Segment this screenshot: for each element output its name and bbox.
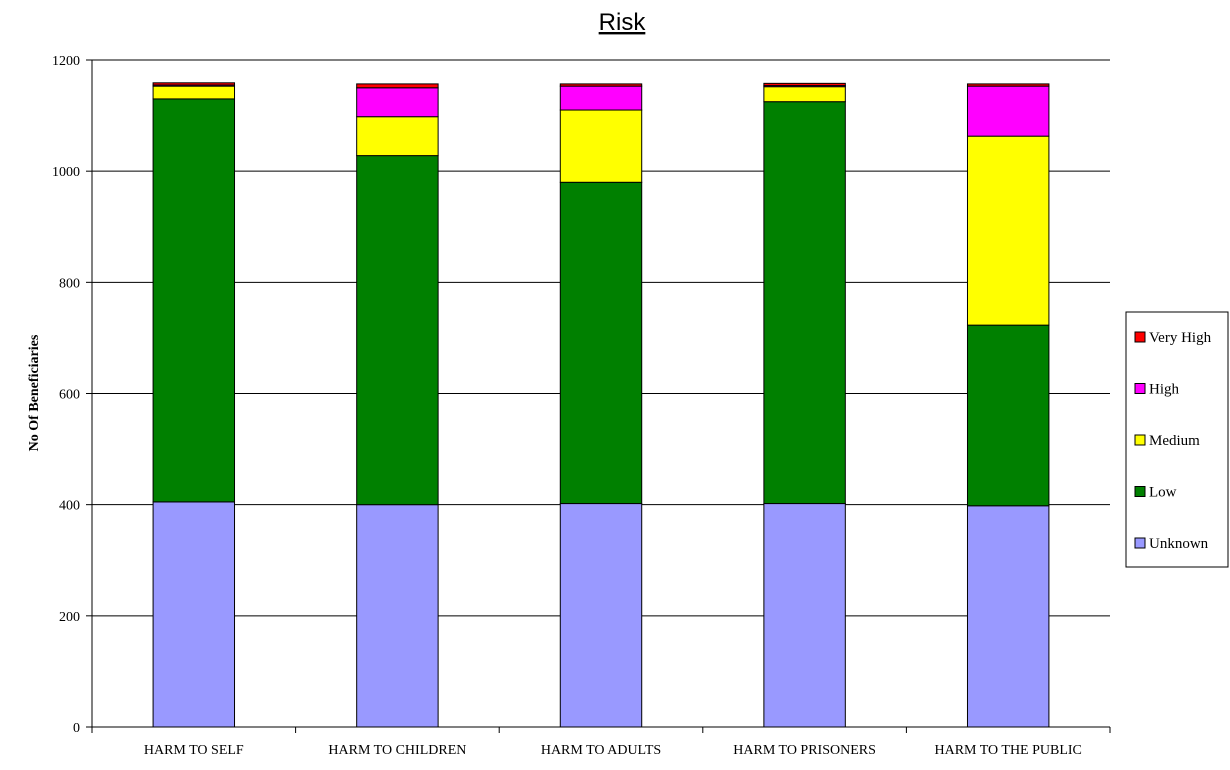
axes: 0 200 400 600 800 1000 1200 HARM TO SELF HARM TO… — [52, 54, 1111, 758]
y-tick-label: 1200 — [52, 54, 80, 69]
bar-segment-low — [152, 98, 236, 503]
bar-segment-low — [559, 181, 643, 505]
bar-segment-very-high — [966, 83, 1050, 87]
bar-segment-very-high — [763, 82, 846, 87]
legend-swatch — [1134, 383, 1146, 394]
bar-segment-high — [356, 87, 439, 118]
x-tick-label: HARM TO ADULTS — [541, 743, 661, 758]
x-tick-label: HARM TO CHILDREN — [328, 743, 466, 758]
y-tick-label: 600 — [59, 388, 80, 403]
bars — [152, 82, 1050, 728]
y-tick-label: 200 — [59, 610, 80, 625]
bar-segment-medium — [763, 86, 846, 103]
bar-segment-very-high — [356, 83, 439, 89]
bar-segment-unknown — [763, 503, 846, 728]
bar-segment-unknown — [152, 501, 236, 728]
bar-segment-unknown — [356, 504, 439, 728]
legend-swatch — [1134, 486, 1146, 497]
legend-label: High — [1149, 382, 1180, 398]
legend-label: Very High — [1149, 330, 1212, 346]
y-axis-label: No Of Beneficiaries — [27, 334, 42, 451]
x-tick-label: HARM TO THE PUBLIC — [934, 743, 1081, 758]
y-tick-label: 0 — [73, 721, 80, 736]
y-tick-label: 800 — [59, 276, 80, 291]
chart-title: Risk — [599, 9, 647, 36]
legend-label: Low — [1149, 485, 1177, 501]
bar-segment-medium — [966, 135, 1050, 326]
legend-label: Medium — [1149, 433, 1200, 449]
bar-segment-low — [763, 101, 846, 505]
bar-segment-medium — [559, 109, 643, 183]
bar-segment-unknown — [966, 505, 1050, 728]
bar-segment-very-high — [152, 82, 236, 86]
bar-segment-low — [356, 155, 439, 506]
y-tick-label: 400 — [59, 499, 80, 514]
legend: Very High High Medium Low Unknown — [1125, 311, 1229, 568]
bar-segment-low — [966, 324, 1050, 507]
bar-segment-high — [966, 85, 1050, 137]
legend-swatch — [1134, 331, 1146, 343]
x-tick-label: HARM TO PRISONERS — [733, 743, 876, 758]
legend-swatch — [1134, 434, 1146, 446]
bar-segment-high — [559, 85, 643, 111]
x-tick-label: HARM TO SELF — [144, 743, 244, 758]
bar-segment-medium — [356, 116, 439, 157]
bar-segment-unknown — [559, 503, 643, 728]
bar-segment-medium — [152, 85, 236, 100]
bar-segment-very-high — [559, 83, 643, 87]
legend-swatch — [1134, 537, 1146, 549]
legend-label: Unknown — [1149, 536, 1209, 552]
y-tick-label: 1000 — [52, 165, 80, 180]
